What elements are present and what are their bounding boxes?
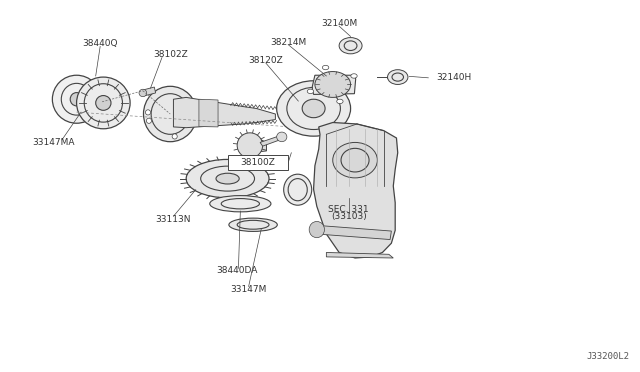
Text: 38440Q: 38440Q — [83, 39, 118, 48]
Ellipse shape — [309, 221, 324, 238]
Ellipse shape — [237, 133, 262, 158]
Polygon shape — [241, 139, 266, 153]
Polygon shape — [317, 225, 392, 240]
Text: 38440DA: 38440DA — [216, 266, 258, 275]
Ellipse shape — [333, 142, 378, 178]
Ellipse shape — [147, 118, 152, 124]
Ellipse shape — [188, 100, 193, 106]
Text: 38102Z: 38102Z — [153, 51, 188, 60]
Ellipse shape — [186, 160, 269, 198]
Ellipse shape — [337, 99, 343, 104]
Text: 33147MA: 33147MA — [33, 138, 75, 147]
Ellipse shape — [339, 38, 362, 54]
Polygon shape — [326, 253, 394, 258]
Text: 33113N: 33113N — [156, 215, 191, 224]
Ellipse shape — [145, 110, 150, 115]
Polygon shape — [312, 75, 356, 94]
Ellipse shape — [139, 89, 147, 97]
Ellipse shape — [172, 134, 177, 139]
Bar — [228, 155, 288, 170]
Ellipse shape — [70, 93, 83, 106]
Text: J33200L2: J33200L2 — [586, 352, 629, 361]
Ellipse shape — [307, 89, 314, 94]
Polygon shape — [199, 99, 218, 127]
Polygon shape — [314, 122, 397, 258]
Ellipse shape — [315, 71, 351, 97]
Polygon shape — [143, 87, 156, 96]
Text: 38120Z: 38120Z — [248, 56, 284, 65]
Text: (33103): (33103) — [331, 212, 367, 221]
Ellipse shape — [351, 74, 357, 78]
Ellipse shape — [323, 65, 329, 70]
Text: 32140H: 32140H — [436, 73, 471, 82]
Ellipse shape — [143, 86, 197, 142]
Ellipse shape — [96, 96, 111, 110]
Polygon shape — [260, 135, 283, 146]
Ellipse shape — [276, 81, 351, 136]
Text: 32140M: 32140M — [321, 19, 357, 28]
Ellipse shape — [216, 173, 239, 184]
Text: 38214M: 38214M — [270, 38, 307, 46]
Text: 38100Z: 38100Z — [241, 158, 275, 167]
Ellipse shape — [77, 77, 130, 129]
Polygon shape — [173, 97, 275, 128]
Ellipse shape — [229, 218, 277, 231]
Ellipse shape — [284, 174, 312, 205]
Ellipse shape — [276, 132, 287, 142]
Text: SEC. 331: SEC. 331 — [328, 205, 369, 215]
Ellipse shape — [388, 70, 408, 84]
Text: 33147M: 33147M — [230, 285, 267, 294]
Ellipse shape — [302, 99, 325, 118]
Ellipse shape — [52, 75, 100, 123]
Ellipse shape — [210, 196, 271, 212]
